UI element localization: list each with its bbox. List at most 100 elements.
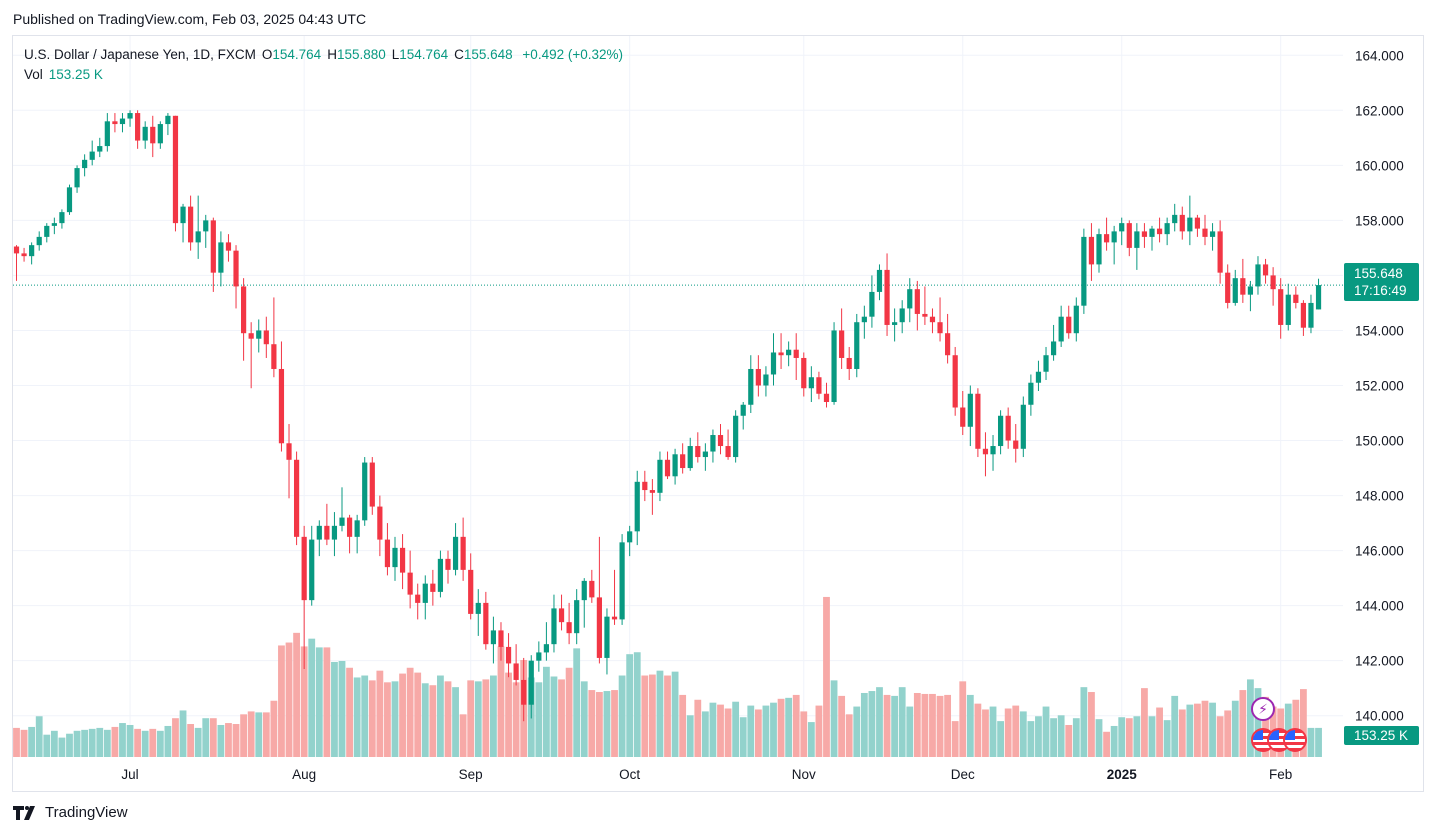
candle [748, 355, 754, 414]
volume-bar [134, 728, 142, 757]
candle-body [672, 454, 678, 477]
candle [960, 390, 966, 436]
candle-body [528, 660, 534, 705]
volume-bar [701, 711, 709, 757]
candle [1202, 214, 1208, 246]
candle-body [937, 322, 943, 334]
candle [1270, 267, 1276, 306]
volume-bar [391, 681, 399, 757]
price-tick-label: 144.000 [1355, 599, 1404, 614]
candle [1187, 195, 1193, 246]
candle [309, 525, 315, 606]
volume-bar [1315, 727, 1322, 757]
volume-bar [1072, 718, 1080, 757]
volume-bar [149, 728, 157, 757]
volume-label[interactable]: Vol [24, 67, 43, 82]
lightning-icon[interactable]: ⚡ [1251, 697, 1275, 721]
candle [286, 424, 292, 499]
candle [1058, 305, 1064, 347]
volume-bar [770, 702, 777, 757]
candle-body [627, 531, 633, 543]
candle-body [256, 330, 262, 339]
candle-body [1278, 289, 1284, 325]
candle-body [763, 374, 769, 386]
volume-bar [437, 675, 444, 757]
candle [1293, 286, 1299, 309]
volume-bar [1300, 689, 1307, 757]
volume-bar [103, 729, 111, 757]
us-flag-event-icon[interactable] [1283, 728, 1307, 752]
candle-body [717, 435, 724, 447]
candle-body [339, 517, 345, 526]
candle-body [922, 313, 928, 317]
candle [195, 195, 201, 259]
candle [13, 245, 20, 281]
volume-bar [156, 730, 164, 757]
candle [51, 217, 57, 235]
candle [823, 382, 830, 408]
candle [225, 234, 232, 262]
candle-body [619, 542, 625, 620]
candle-body [725, 446, 731, 458]
candle-body [907, 289, 913, 309]
volume-bar [898, 687, 906, 757]
candle [1278, 278, 1284, 339]
volume-bar [81, 729, 89, 757]
candle-body [1066, 316, 1072, 334]
volume-bar [217, 724, 225, 757]
candle [680, 443, 686, 474]
candle [1103, 217, 1110, 251]
candle [1164, 217, 1170, 246]
volume-bar [164, 725, 172, 757]
candle-body [127, 113, 133, 119]
candle [89, 140, 95, 166]
candle-body [581, 580, 587, 601]
volume-bar [1163, 720, 1171, 757]
volume-bar [20, 729, 28, 757]
candle [437, 550, 444, 598]
volume-bar [550, 676, 558, 757]
volume-bar [1133, 716, 1141, 757]
volume-bar [891, 695, 899, 757]
candle [521, 657, 527, 722]
candle-body [1270, 275, 1276, 290]
time-tick-label: Aug [292, 767, 316, 782]
candle [256, 319, 262, 353]
candle [1013, 424, 1019, 463]
volume-bar [172, 718, 179, 757]
candle [733, 410, 739, 463]
candle-body [1058, 316, 1064, 342]
open-label: O [261, 47, 273, 62]
candle [1043, 346, 1049, 380]
volume-bar [959, 681, 967, 757]
candle [415, 583, 421, 620]
candle-body [823, 393, 830, 403]
candle [695, 432, 701, 463]
footer-brand[interactable]: TradingView [13, 804, 128, 821]
candle [952, 346, 958, 416]
candle-body [1285, 294, 1291, 325]
candle [1028, 374, 1034, 416]
symbol-title[interactable]: U.S. Dollar / Japanese Yen, 1D, FXCM [24, 47, 256, 62]
candle-body [1308, 302, 1314, 328]
candle-body [1172, 214, 1178, 224]
volume-bar [1042, 706, 1050, 757]
candle-body [1149, 228, 1155, 237]
candle-body [1293, 294, 1299, 303]
candle-body [188, 206, 194, 243]
candle-body [982, 448, 989, 455]
candle-body [263, 330, 269, 345]
candle-body [89, 151, 95, 160]
volume-bar [232, 724, 240, 757]
volume-bar [1141, 688, 1148, 757]
volume-bar [452, 687, 459, 757]
candle [301, 525, 307, 669]
volume-bar [1231, 700, 1239, 757]
volume-bar [929, 693, 936, 757]
candle-body [748, 368, 754, 405]
candle-body [142, 126, 148, 141]
high-label: H [327, 47, 337, 62]
candle-body [861, 316, 867, 323]
candle [657, 451, 663, 502]
